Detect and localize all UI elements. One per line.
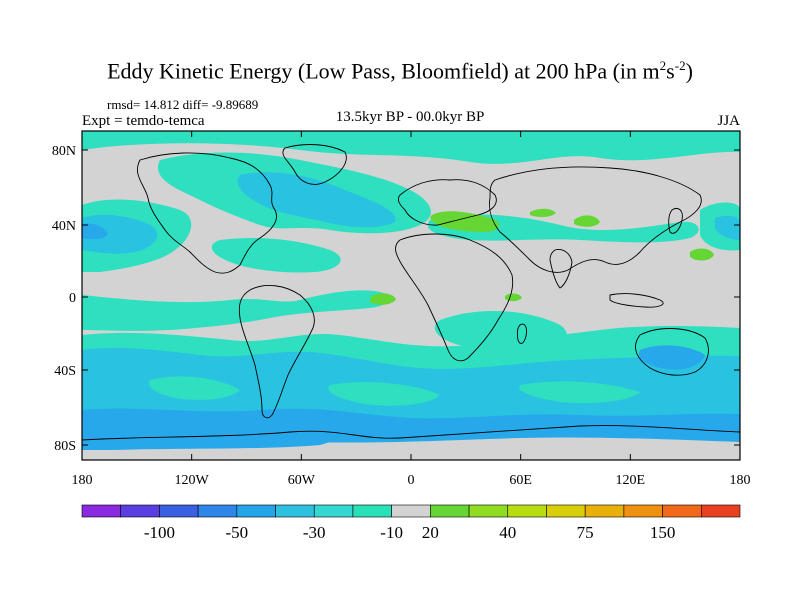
axis-ticks: 80N 40N 0 40S 80S 180 120W 60W 0 60E 120E 180: [52, 131, 751, 488]
coast-south-america: [238, 284, 315, 419]
field-antarctic-band: [82, 429, 335, 450]
period-label: 13.5kyr BP - 00.0kyr BP: [335, 109, 485, 125]
colorbar-swatch: [584, 504, 625, 518]
colorbar-label: 75: [577, 523, 594, 542]
lon-tick-label: 120E: [616, 473, 646, 488]
colorbar-label: 20: [422, 523, 439, 542]
field-north-pacific-deep: [82, 223, 108, 240]
stats-text: rmsd= 14.812 diff= -9.89689: [107, 97, 259, 112]
coast-japan: [668, 208, 683, 234]
colorbar: -100 -50 -30 -10 20 40 75 150: [81, 504, 741, 542]
lon-tick-label: 120W: [175, 473, 210, 488]
coast-north-america: [137, 152, 277, 274]
field-east-pacific-blue: [715, 215, 740, 240]
lon-tick-label: 0: [408, 473, 415, 488]
colorbar-label: -50: [225, 523, 248, 542]
figure-title: Eddy Kinetic Energy (Low Pass, Bloomfiel…: [107, 58, 693, 84]
field-north-atlantic-blue: [237, 172, 396, 228]
colorbar-swatch: [430, 504, 470, 518]
colorbar-swatch: [507, 504, 547, 518]
colorbar-swatch: [81, 504, 122, 518]
season-label: JJA: [717, 113, 740, 129]
colorbar-swatch: [391, 504, 431, 518]
colorbar-label: -100: [144, 523, 175, 542]
field-green-mediterranean: [430, 211, 500, 232]
field-green-central-asia: [530, 208, 556, 218]
field-green-atlantic: [370, 293, 396, 305]
coast-madagascar: [516, 323, 527, 344]
field-north-pacific-blue: [82, 214, 158, 254]
colorbar-swatch: [236, 504, 276, 518]
colorbar-swatch: [546, 504, 586, 518]
colorbar-swatch: [120, 504, 160, 518]
colorbar-swatch: [313, 504, 354, 518]
colorbar-swatch: [662, 504, 702, 518]
field-green-pacific: [690, 248, 714, 261]
coast-india: [549, 249, 573, 289]
field-southern-teal-patch-2: [328, 382, 440, 406]
map-field: [82, 131, 740, 460]
coast-africa: [395, 233, 514, 362]
coast-greenland: [282, 144, 347, 185]
colorbar-swatch: [352, 504, 392, 518]
colorbar-swatch: [468, 504, 509, 518]
lat-tick-label: 80N: [52, 144, 76, 159]
coast-indonesia: [609, 293, 664, 308]
colorbar-label: 150: [650, 523, 676, 542]
field-mid-atlantic: [211, 238, 341, 273]
field-southern-teal-patch-3: [519, 381, 640, 404]
lon-tick-label: 60E: [509, 473, 532, 488]
lat-tick-label: 40N: [52, 219, 76, 234]
field-australia-blue: [638, 345, 705, 370]
colorbar-label: 40: [499, 523, 516, 542]
colorbar-label: -30: [303, 523, 326, 542]
lat-tick-label: 0: [69, 291, 76, 306]
coast-europe: [397, 179, 497, 226]
colorbar-swatch: [623, 504, 663, 518]
colorbar-swatch: [275, 504, 315, 518]
field-southern-teal-patch-1: [148, 376, 240, 400]
lat-tick-label: 40S: [54, 364, 76, 379]
coast-australia: [635, 328, 709, 376]
lon-tick-label: 180: [730, 473, 751, 488]
colorbar-label: -10: [380, 523, 403, 542]
coastlines: [82, 144, 740, 441]
coast-asia: [489, 166, 702, 273]
experiment-label: Expt = temdo-temca: [82, 113, 205, 129]
field-arctic-band: [82, 131, 740, 164]
lon-tick-label: 180: [72, 473, 93, 488]
field-tropical-band: [82, 290, 389, 331]
lon-tick-label: 60W: [288, 473, 316, 488]
colorbar-swatch: [700, 504, 741, 518]
field-green-east-asia: [574, 215, 600, 227]
colorbar-swatch: [159, 504, 199, 518]
lat-tick-label: 80S: [54, 439, 76, 454]
colorbar-swatch: [197, 504, 238, 518]
coast-antarctica: [82, 425, 740, 441]
